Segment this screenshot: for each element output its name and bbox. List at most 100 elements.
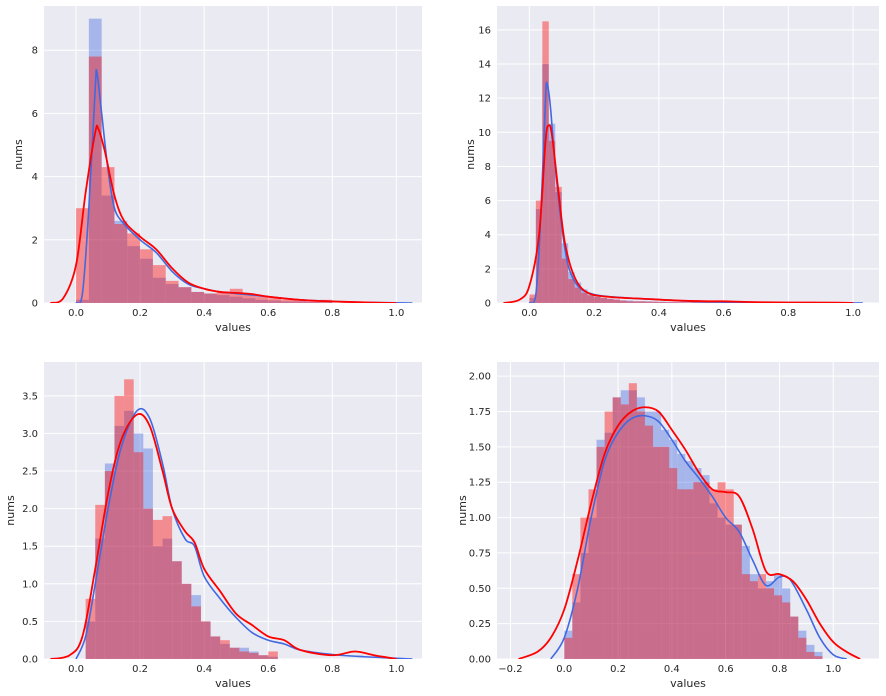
hist-bar: [114, 220, 128, 303]
hist-bar: [542, 64, 549, 303]
hist-bar: [709, 503, 718, 659]
x-tick-label: 0.6: [260, 308, 276, 319]
hist-bar: [741, 574, 750, 659]
hist-bar: [652, 301, 659, 303]
subplot-2: 0.0 0.2 0.4 0.6 0.8 1.0 0 2 4 6 8 10 12 14 16 values num…: [464, 6, 879, 334]
hist-bar: [249, 652, 259, 659]
hist-bar: [613, 299, 621, 303]
hist-bar: [76, 299, 89, 303]
y-tick-label: 0.5: [22, 617, 38, 628]
y-tick-label: 6: [32, 109, 38, 120]
x-tick-label: 0.4: [664, 664, 680, 675]
y-tick-label: 2.00: [469, 372, 491, 383]
kde-line-blue: [550, 414, 847, 659]
hist-bar: [757, 574, 767, 659]
hist-bar: [669, 468, 678, 659]
y-tick-label: 1.50: [469, 442, 491, 453]
hist-bar: [639, 301, 646, 303]
hist-bar: [178, 287, 192, 303]
hist-bar: [596, 446, 605, 659]
hist-bar: [152, 265, 166, 303]
y-tick-label: 2: [485, 264, 491, 275]
y-tick-label: 1.25: [469, 478, 491, 489]
hist-bar: [210, 636, 221, 659]
hist-bar: [814, 656, 823, 659]
hist-bar: [774, 595, 783, 659]
hist-bar: [580, 517, 589, 659]
x-tick-label: 1.0: [388, 664, 404, 675]
y-axis-label: nums: [12, 139, 25, 170]
hist-bar: [165, 284, 179, 303]
y-tick-label: 16: [478, 25, 491, 36]
hist-bar: [652, 301, 659, 303]
hist-bar: [604, 411, 613, 659]
hist-bar: [572, 602, 581, 659]
hist-bar: [653, 411, 662, 659]
hist-bar: [152, 546, 163, 659]
hist-bar: [620, 390, 629, 659]
hist-bar: [124, 410, 134, 659]
hist-bar: [580, 552, 589, 659]
hist-bar: [665, 301, 672, 303]
hist-bar: [677, 489, 686, 659]
hist-bar: [133, 452, 144, 659]
hist-bar: [604, 432, 613, 659]
hist-bar: [140, 258, 153, 303]
hist-bar: [588, 517, 597, 659]
x-tick-label: 0.4: [196, 664, 212, 675]
hist-bar: [691, 302, 698, 303]
x-tick-label: 0.2: [132, 664, 148, 675]
hist-bar: [561, 243, 569, 303]
hist-bar: [661, 446, 670, 659]
x-tick-label: 0.0: [68, 664, 84, 675]
hist-bar: [588, 489, 597, 659]
hist-bar: [101, 195, 115, 303]
subplot-4: −0.2 0.0 0.2 0.4 0.6 0.8 1.0 0.00 0.25 0.50 0.75 1.…: [456, 362, 879, 690]
hist-bar: [249, 651, 259, 659]
y-tick-label: 1.5: [22, 542, 38, 553]
hist-bar: [204, 293, 217, 303]
x-axis-label: values: [215, 321, 251, 334]
hist-bar: [669, 439, 678, 659]
hist-bar: [613, 299, 621, 303]
x-tick-label: 0.0: [556, 664, 572, 675]
y-tick-label: 6: [485, 196, 491, 207]
series-red-bars: [85, 379, 278, 659]
hist-bar: [594, 296, 601, 303]
hist-bar: [162, 516, 173, 659]
hist-bar: [281, 301, 294, 303]
x-tick-label: 0.2: [132, 308, 148, 319]
hist-bar: [114, 224, 128, 303]
hist-bar: [665, 302, 672, 303]
series-blue-bars: [85, 410, 278, 659]
hist-bar: [293, 299, 307, 303]
kde-line-red: [50, 124, 397, 303]
y-tick-label: 14: [478, 60, 491, 71]
hist-bar: [555, 192, 562, 303]
hist-bar: [626, 300, 633, 303]
x-tick-label: 0.0: [68, 308, 84, 319]
hist-bar: [661, 429, 670, 659]
x-tick-label: −0.2: [498, 664, 522, 675]
hist-bar: [814, 651, 823, 659]
hist-bar: [733, 524, 742, 659]
hist-bar: [639, 301, 646, 303]
y-tick-label: 1.75: [469, 407, 491, 418]
hist-bar: [574, 282, 582, 303]
hist-bar: [293, 301, 307, 303]
hist-bar: [717, 517, 726, 659]
hist-bar: [133, 433, 144, 659]
hist-bar: [587, 294, 595, 303]
hist-bar: [684, 302, 692, 303]
hist-bar: [774, 574, 783, 659]
y-tick-label: 3.0: [22, 429, 38, 440]
hist-bar: [568, 279, 575, 303]
hist-bar: [678, 302, 685, 303]
hist-bar: [701, 482, 710, 659]
hist-bar: [88, 56, 102, 303]
hist-bar: [268, 298, 282, 303]
x-tick-label: 0.8: [780, 308, 796, 319]
hist-bar: [242, 295, 256, 303]
hist-bar: [798, 637, 807, 659]
